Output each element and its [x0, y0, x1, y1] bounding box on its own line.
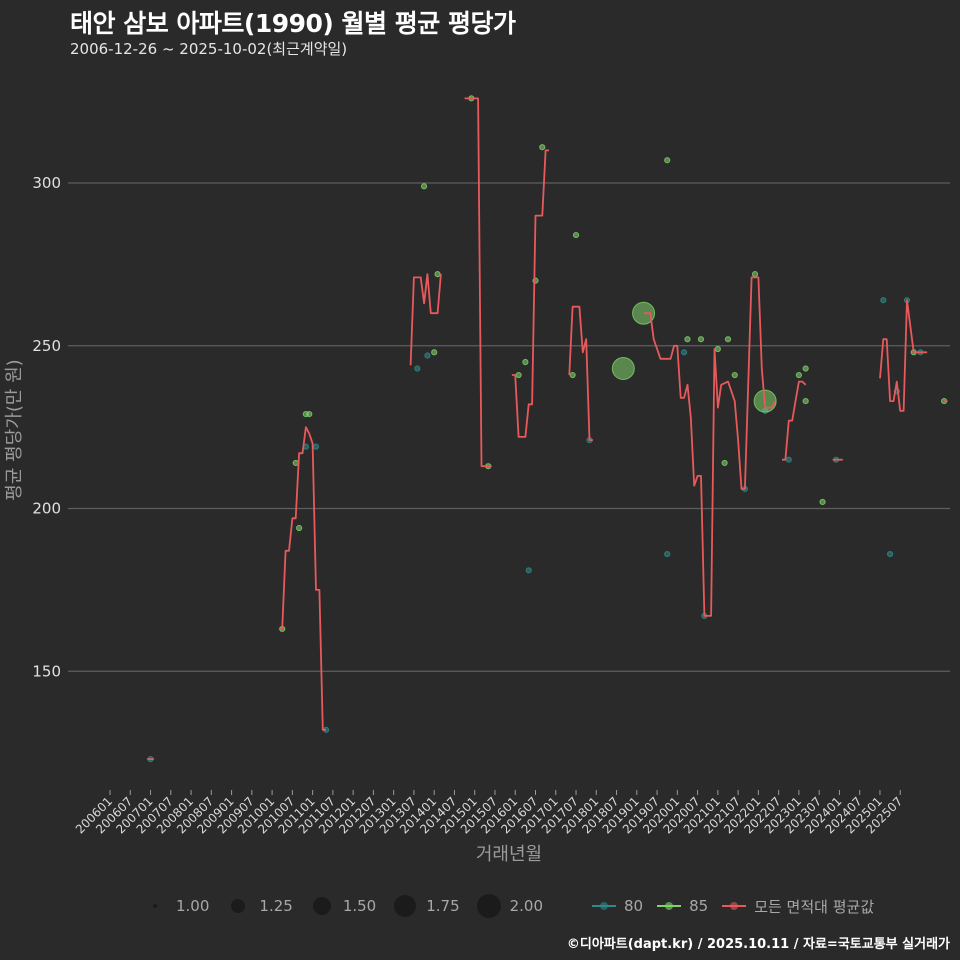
x-axis-label: 거래년월 — [476, 844, 542, 865]
legend-size-item: 1.75 — [392, 895, 460, 917]
x-axis-ticks: 2006012006072007012007072008012008072009… — [73, 790, 905, 837]
y-tick-label: 200 — [32, 500, 61, 518]
legend-size-item: 2.00 — [476, 894, 543, 918]
legend-size-item: 1.50 — [309, 897, 376, 915]
legend-series-item: 모든 면적대 평균값 — [722, 896, 874, 917]
line-key-icon — [722, 902, 747, 910]
size-dot-icon — [231, 899, 246, 913]
data-point-85 — [539, 144, 546, 151]
data-point-80 — [312, 443, 320, 450]
average-line-segment — [879, 299, 928, 412]
series-average-line — [147, 97, 948, 760]
legend-size-label: 2.00 — [509, 897, 544, 915]
data-point-85 — [802, 397, 809, 405]
data-point-85 — [431, 349, 438, 356]
legend-series-label: 80 — [624, 897, 644, 915]
legend-size-label: 1.75 — [426, 897, 460, 915]
size-dot-icon — [476, 894, 501, 918]
data-point-85 — [664, 157, 671, 164]
legend-series-label: 85 — [689, 897, 709, 915]
legend-size-item: 1.25 — [225, 897, 293, 915]
data-point-80 — [414, 365, 421, 372]
data-point-85 — [296, 524, 303, 532]
legend-size-label: 1.50 — [342, 897, 377, 915]
data-point-85 — [611, 357, 635, 381]
data-point-85 — [714, 345, 721, 353]
data-point-85 — [434, 271, 441, 278]
legend-size: 1.00 1.25 1.50 1.75 2.00 — [142, 893, 559, 919]
size-dot-icon — [312, 897, 331, 915]
average-line-segment — [511, 149, 549, 438]
data-point-85 — [684, 336, 691, 343]
legend-size-label: 1.25 — [259, 897, 293, 915]
grid-lines — [68, 182, 950, 672]
series-85-points — [279, 95, 948, 633]
data-point-85 — [697, 336, 705, 343]
average-line-segment — [278, 426, 327, 731]
data-point-80 — [886, 550, 894, 558]
average-line-segment — [464, 97, 492, 468]
data-point-85 — [721, 459, 728, 467]
data-point-80 — [680, 349, 688, 356]
legend-series: 80 85 모든 면적대 평균값 — [592, 893, 888, 919]
line-key-icon — [592, 902, 616, 910]
y-tick-label: 250 — [32, 337, 61, 355]
data-point-85 — [515, 371, 522, 379]
y-axis-ticks: 150 200 250 300 — [32, 174, 61, 680]
data-point-85 — [632, 301, 656, 325]
data-point-80 — [424, 352, 431, 359]
y-axis-label: 평균 평당가(만 원) — [4, 359, 25, 500]
data-point-85 — [751, 271, 759, 278]
chart-subtitle: 2006-12-26 ~ 2025-10-02(최근계약일) — [70, 40, 348, 58]
average-line-segment — [643, 276, 777, 617]
legend-size-label: 1.00 — [176, 897, 210, 915]
legend-series-item: 80 — [592, 897, 643, 915]
data-point-80 — [880, 297, 887, 304]
y-tick-label: 150 — [32, 662, 61, 680]
data-point-85 — [522, 358, 529, 366]
footer-credit: ©디아파트(dapt.kr) / 2025.10.11 / 자료=국토교통부 실… — [566, 937, 950, 952]
data-point-85 — [731, 371, 738, 379]
data-point-80 — [664, 550, 671, 558]
size-dot-icon — [394, 895, 417, 917]
y-tick-label: 300 — [32, 174, 61, 192]
data-point-85 — [572, 231, 580, 239]
data-point-85 — [819, 498, 826, 506]
average-line-segment — [782, 380, 807, 461]
line-key-icon — [657, 902, 682, 910]
data-point-80 — [525, 567, 532, 574]
data-point-85 — [306, 411, 313, 418]
data-point-80 — [785, 456, 792, 463]
average-line-segment — [409, 273, 442, 366]
data-point-85 — [795, 371, 803, 379]
data-point-85 — [420, 183, 428, 190]
chart-title: 태안 삼보 아파트(1990) 월별 평균 평당가 — [70, 9, 516, 38]
size-dot-icon — [153, 904, 157, 908]
data-point-85 — [724, 336, 732, 343]
data-point-85 — [292, 459, 299, 467]
data-point-85 — [569, 371, 576, 379]
legend-series-label: 모든 면적대 평균값 — [754, 897, 875, 916]
legend-size-item: 1.00 — [142, 897, 209, 915]
legend-series-item: 85 — [657, 897, 708, 915]
data-point-85 — [802, 365, 809, 372]
average-line-segment — [568, 305, 593, 441]
